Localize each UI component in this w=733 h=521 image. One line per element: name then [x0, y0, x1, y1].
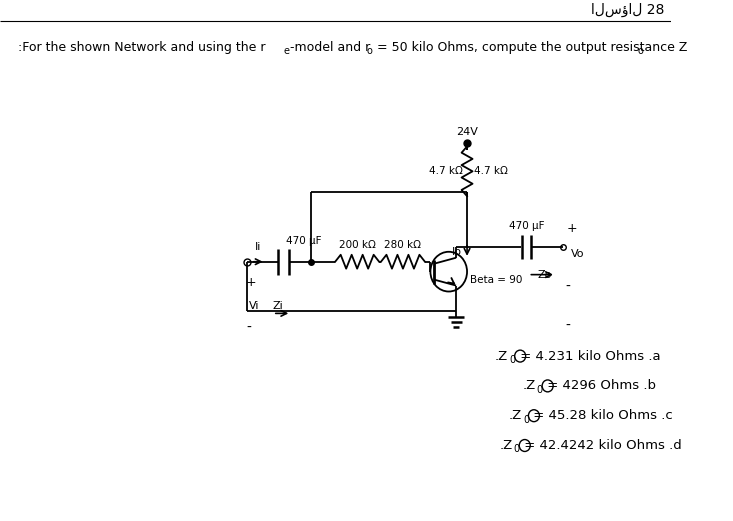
- Text: 0: 0: [523, 415, 529, 425]
- Text: 24V: 24V: [456, 127, 478, 137]
- Text: .Z: .Z: [523, 379, 536, 392]
- Text: 4.7 kΩ: 4.7 kΩ: [474, 166, 508, 176]
- Text: Zo: Zo: [538, 270, 552, 280]
- Text: 280 kΩ: 280 kΩ: [384, 240, 421, 250]
- Text: .Z: .Z: [500, 439, 513, 452]
- Text: :For the shown Network and using the r: :For the shown Network and using the r: [18, 41, 266, 54]
- Text: 4.7 kΩ: 4.7 kΩ: [429, 166, 463, 176]
- Text: 470 μF: 470 μF: [287, 236, 322, 246]
- Text: Io: Io: [452, 247, 462, 257]
- Text: .Z: .Z: [495, 350, 508, 363]
- Text: السؤال 28: السؤال 28: [592, 3, 665, 17]
- Text: Ii: Ii: [255, 242, 262, 252]
- Text: Vi: Vi: [249, 302, 259, 312]
- Text: = 4296 Ohms .b: = 4296 Ohms .b: [543, 379, 656, 392]
- Text: +: +: [246, 276, 257, 289]
- Text: -model and r: -model and r: [290, 41, 371, 54]
- Text: -: -: [247, 321, 251, 336]
- Text: = 45.28 kilo Ohms .c: = 45.28 kilo Ohms .c: [529, 409, 673, 422]
- Text: 0: 0: [509, 355, 515, 365]
- Text: = 4.231 kilo Ohms .a: = 4.231 kilo Ohms .a: [515, 350, 660, 363]
- Text: -: -: [565, 319, 570, 333]
- Text: +: +: [567, 222, 578, 235]
- Text: 0: 0: [537, 385, 542, 395]
- Text: Beta = 90: Beta = 90: [470, 275, 522, 284]
- Text: Vo: Vo: [570, 249, 584, 259]
- Text: Zi: Zi: [273, 302, 284, 312]
- Text: .Z: .Z: [509, 409, 522, 422]
- Text: -: -: [565, 280, 570, 293]
- Text: 0: 0: [514, 444, 520, 454]
- Text: 470 μF: 470 μF: [509, 221, 545, 231]
- Text: = 42.4242 kilo Ohms .d: = 42.4242 kilo Ohms .d: [520, 439, 682, 452]
- Text: = 50 kilo Ohms, compute the output resistance Z: = 50 kilo Ohms, compute the output resis…: [372, 41, 687, 54]
- Text: 200 kΩ: 200 kΩ: [339, 240, 375, 250]
- Text: e: e: [284, 46, 290, 56]
- Text: o: o: [638, 46, 644, 56]
- Text: o: o: [366, 46, 372, 56]
